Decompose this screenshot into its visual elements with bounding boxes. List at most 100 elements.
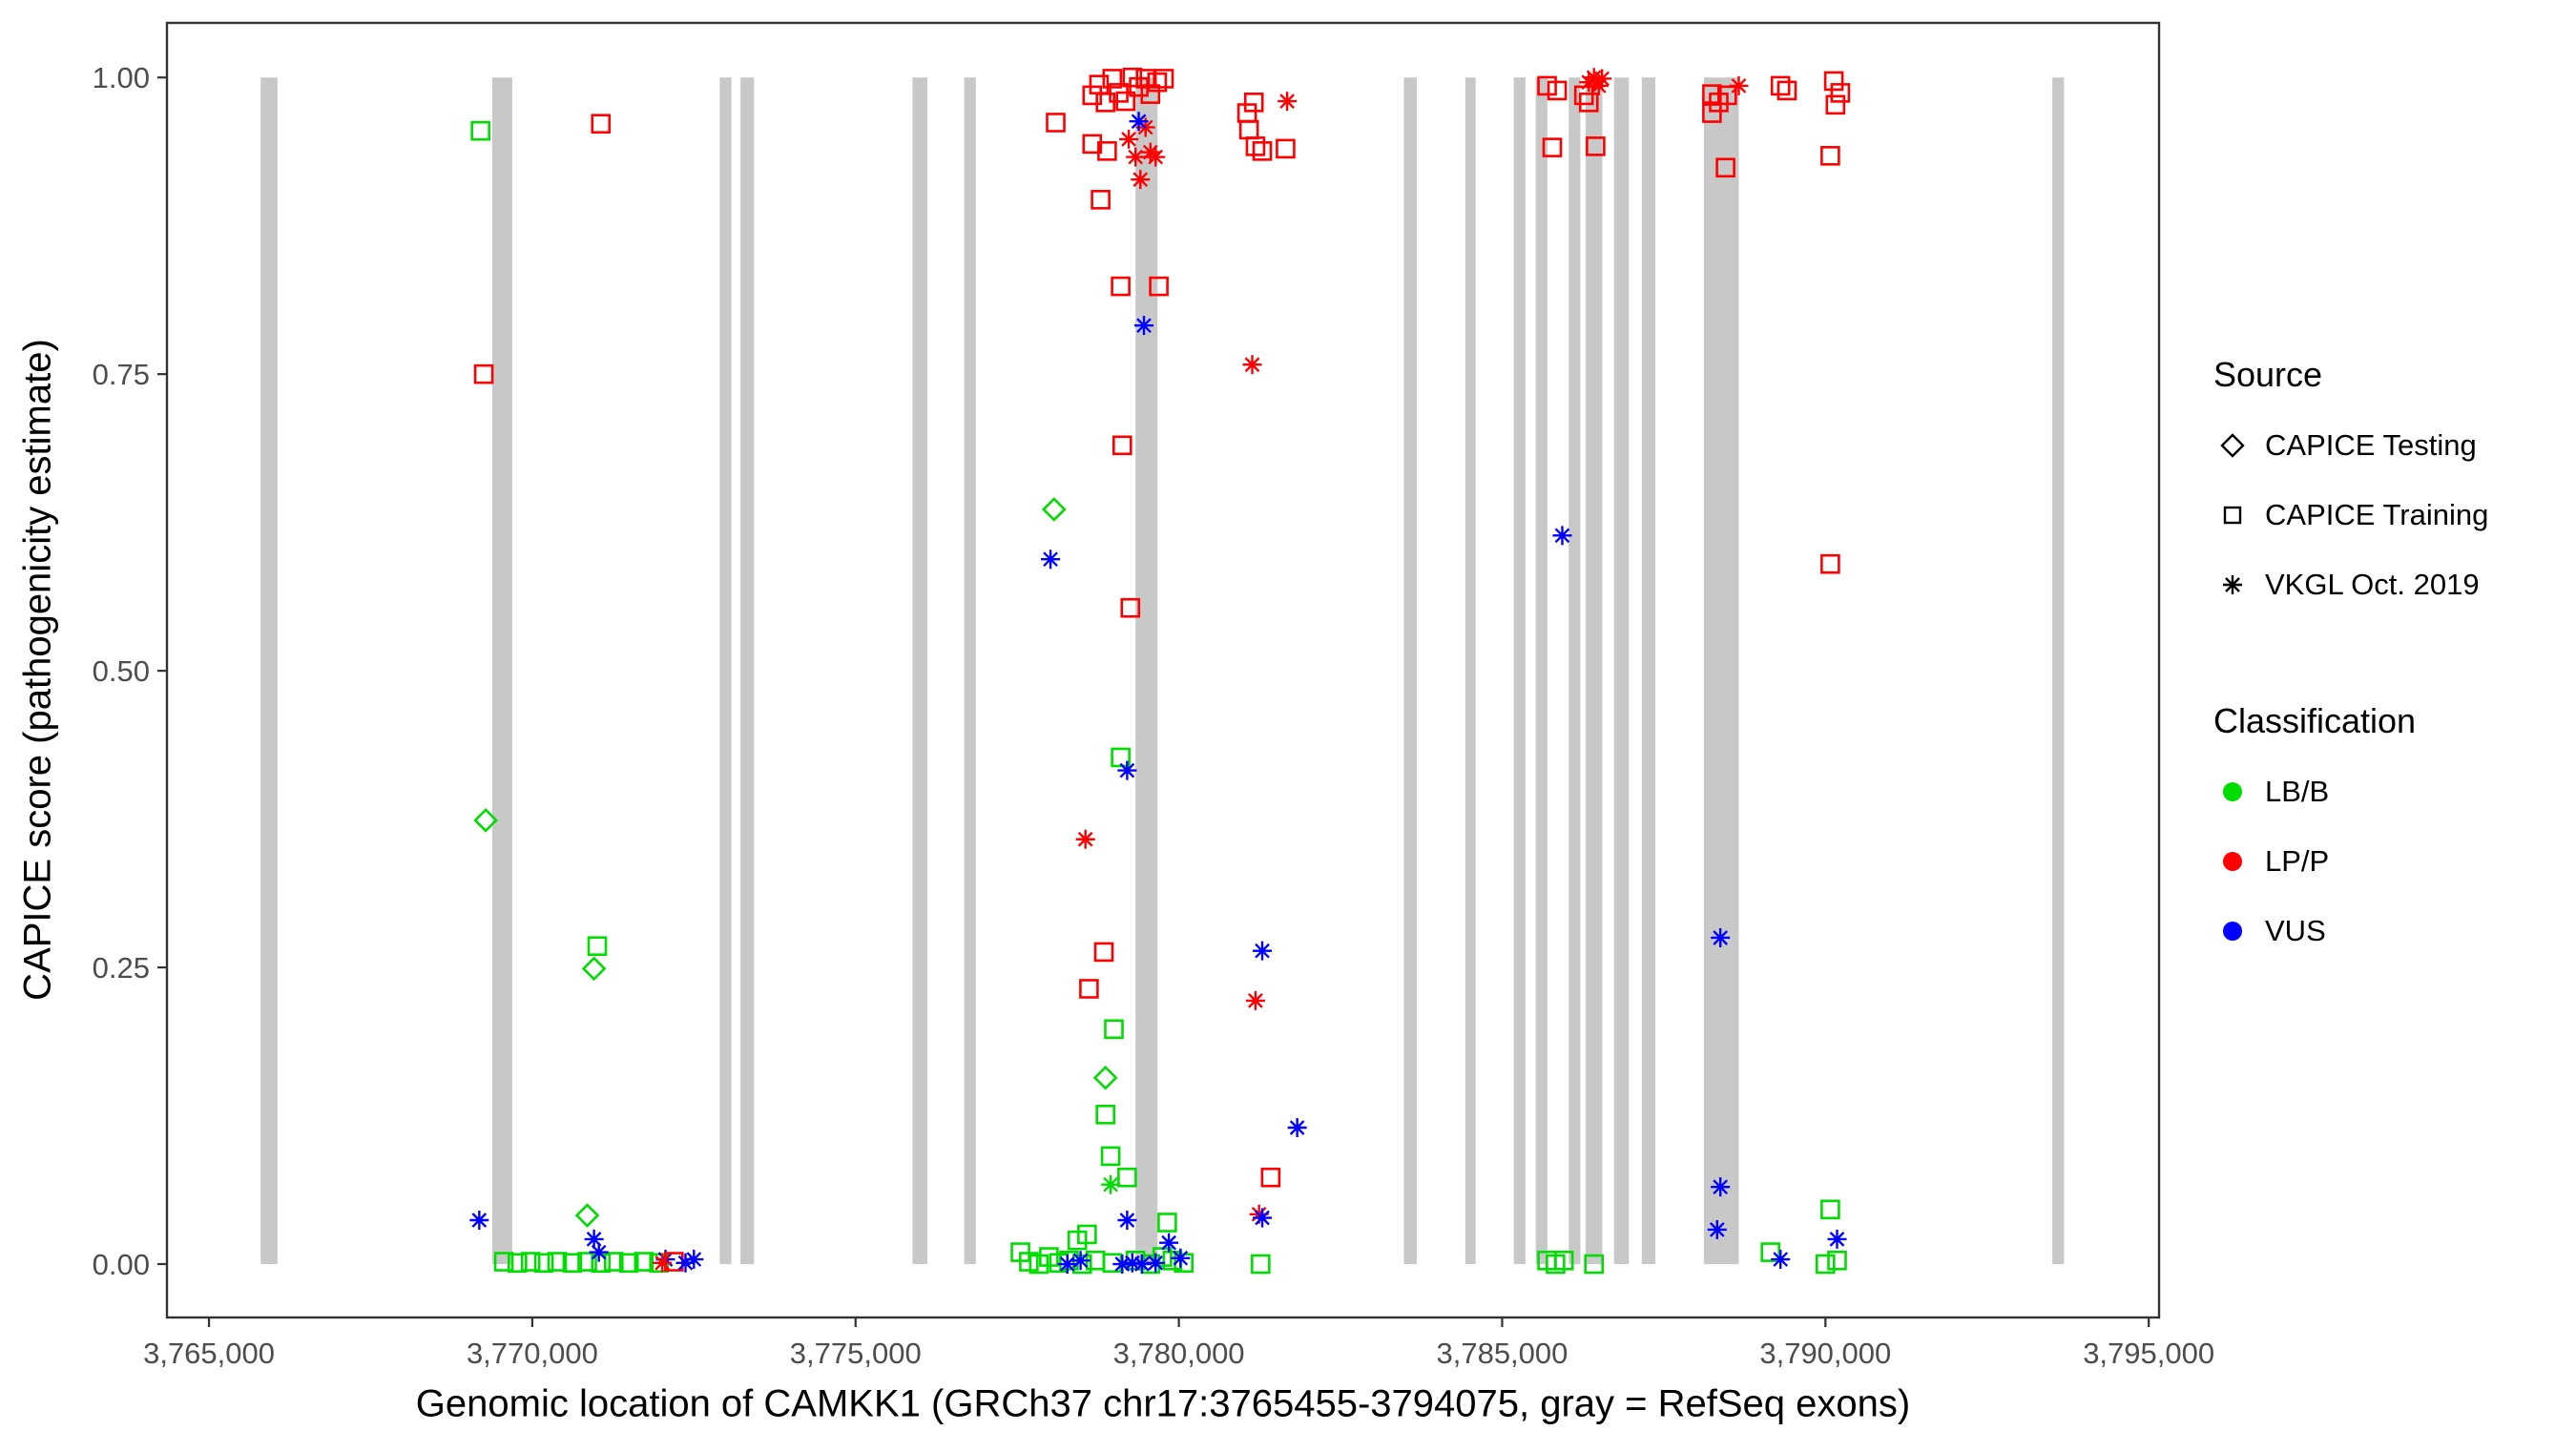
data-point-training bbox=[1079, 979, 1099, 999]
data-point-vkgl bbox=[1119, 129, 1139, 149]
x-axis-title: Genomic location of CAMKK1 (GRCh37 chr17… bbox=[415, 1382, 1911, 1425]
refseq-exon-bar bbox=[719, 77, 732, 1265]
refseq-exon-bar bbox=[1135, 77, 1158, 1265]
refseq-exon-bar bbox=[1513, 77, 1526, 1265]
legend-item-vkgl: VKGL Oct. 2019 bbox=[2213, 550, 2488, 619]
data-point-training bbox=[1091, 190, 1111, 210]
square-icon bbox=[2223, 506, 2242, 524]
data-point-training bbox=[533, 1253, 554, 1274]
legend-item-capice-training: CAPICE Training bbox=[2213, 480, 2488, 550]
data-point-vkgl bbox=[1729, 75, 1749, 95]
data-point-vkgl bbox=[1245, 990, 1265, 1010]
data-point-vkgl bbox=[1041, 550, 1061, 570]
data-point-training bbox=[1019, 1252, 1039, 1272]
data-point-training bbox=[1776, 80, 1797, 101]
data-point-vkgl bbox=[1101, 1174, 1121, 1194]
data-point-training bbox=[1111, 747, 1131, 768]
data-point-training bbox=[1260, 1167, 1281, 1188]
x-tick-label: 3,795,000 bbox=[2083, 1337, 2214, 1370]
legend: Source CAPICE Testing CAPICE Training VK… bbox=[2213, 355, 2488, 965]
data-point-vkgl bbox=[1146, 147, 1166, 167]
data-point-vkgl bbox=[1126, 147, 1146, 167]
data-point-training bbox=[1702, 103, 1722, 123]
data-point-training bbox=[634, 1252, 654, 1272]
legend-source-title: Source bbox=[2213, 355, 2323, 394]
data-point-training bbox=[1578, 93, 1599, 113]
data-point-training bbox=[1820, 553, 1840, 574]
data-point-testing bbox=[581, 956, 607, 982]
data-point-training bbox=[1553, 1250, 1574, 1271]
data-point-training bbox=[1153, 69, 1174, 89]
data-point-vkgl bbox=[1117, 760, 1137, 780]
y-tick-label: 0.75 bbox=[93, 358, 150, 391]
refseq-exon-bar bbox=[1613, 77, 1630, 1265]
data-point-training bbox=[1111, 276, 1131, 297]
refseq-exon-bar bbox=[1585, 77, 1603, 1265]
data-point-vkgl bbox=[1146, 1253, 1166, 1273]
data-point-vkgl bbox=[1253, 941, 1273, 961]
y-tick-label: 1.00 bbox=[93, 61, 150, 94]
data-point-vkgl bbox=[1122, 1253, 1142, 1273]
data-point-vkgl bbox=[1771, 1250, 1791, 1270]
data-point-training bbox=[1586, 136, 1606, 156]
refseq-exon-bar bbox=[491, 77, 512, 1265]
data-point-training bbox=[1243, 93, 1264, 113]
data-point-vkgl bbox=[1117, 1211, 1137, 1231]
data-point-training bbox=[1077, 1224, 1097, 1245]
data-point-training bbox=[577, 1252, 597, 1272]
data-point-training bbox=[1112, 435, 1132, 456]
asterisk-icon bbox=[2223, 574, 2242, 594]
legend-item-lbb: LB/B bbox=[2213, 757, 2488, 826]
data-point-vkgl bbox=[1589, 75, 1609, 95]
data-point-vkgl bbox=[1131, 170, 1151, 190]
data-point-training bbox=[1715, 157, 1735, 178]
refseq-exon-bar bbox=[1403, 77, 1417, 1265]
data-point-testing bbox=[1041, 497, 1067, 522]
data-point-training bbox=[1584, 1254, 1604, 1275]
data-point-vkgl bbox=[1070, 1251, 1091, 1271]
data-point-training bbox=[603, 1252, 624, 1272]
refseq-exon-bar bbox=[964, 77, 976, 1265]
refseq-exon-bar bbox=[1641, 77, 1656, 1265]
y-axis-title: CAPICE score (pathogenicity estimate) bbox=[16, 339, 59, 1001]
refseq-exon-bar bbox=[1568, 77, 1581, 1265]
y-tick-label: 0.00 bbox=[93, 1248, 150, 1281]
data-point-vkgl bbox=[1129, 112, 1149, 132]
data-point-vkgl bbox=[1159, 1233, 1179, 1253]
legend-label-vus: VUS bbox=[2265, 913, 2326, 947]
data-point-training bbox=[1102, 69, 1123, 89]
data-point-vkgl bbox=[589, 1242, 609, 1262]
legend-item-lpp: LP/P bbox=[2213, 826, 2488, 896]
data-point-training bbox=[1760, 1242, 1781, 1262]
x-tick-label: 3,790,000 bbox=[1759, 1337, 1891, 1370]
data-point-training bbox=[1770, 75, 1791, 96]
data-point-training bbox=[562, 1253, 583, 1274]
legend-label-capice-training: CAPICE Training bbox=[2265, 497, 2489, 531]
data-point-training bbox=[1573, 85, 1594, 106]
data-point-vkgl bbox=[675, 1253, 696, 1273]
legend-group-source: Source CAPICE Testing CAPICE Training VK… bbox=[2213, 355, 2488, 619]
data-point-vkgl bbox=[1057, 1255, 1077, 1275]
data-point-training bbox=[1252, 141, 1273, 161]
refseq-exon-bar bbox=[1535, 77, 1548, 1265]
legend-item-vus: VUS bbox=[2213, 896, 2488, 965]
data-point-training bbox=[1245, 136, 1266, 156]
data-point-training bbox=[664, 1252, 684, 1272]
red-dot-icon bbox=[2223, 851, 2242, 871]
data-point-vkgl bbox=[1827, 1229, 1847, 1249]
refseq-exon-bar bbox=[1703, 77, 1739, 1265]
data-point-vkgl bbox=[1707, 1219, 1727, 1239]
data-point-vkgl bbox=[1287, 1117, 1307, 1137]
data-point-training bbox=[618, 1253, 639, 1274]
x-tick-label: 3,780,000 bbox=[1113, 1337, 1245, 1370]
data-point-training bbox=[1276, 138, 1296, 159]
data-point-training bbox=[1827, 1250, 1847, 1271]
data-point-training bbox=[1095, 1105, 1115, 1125]
data-point-training bbox=[1135, 69, 1156, 89]
data-point-testing bbox=[473, 808, 498, 833]
x-tick-label: 3,765,000 bbox=[143, 1337, 275, 1370]
data-point-training bbox=[470, 120, 490, 141]
refseq-exon-bar bbox=[912, 77, 927, 1265]
data-point-training bbox=[1140, 84, 1161, 104]
